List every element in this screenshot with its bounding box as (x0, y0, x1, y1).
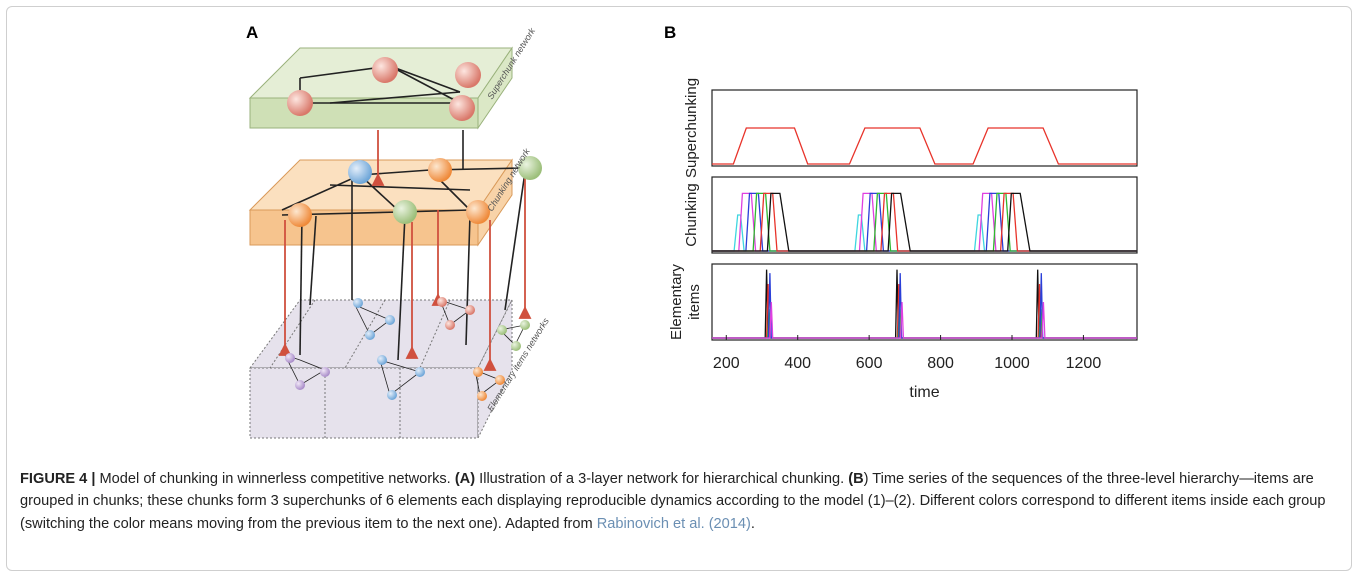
x-tick-label: 1200 (1066, 355, 1102, 372)
time-series-plots: Superchunking Chunking 200 400 600 800 1000 120… (668, 78, 1138, 401)
citation-link[interactable]: Rabinovich et al. (2014) (596, 515, 751, 532)
series-line (712, 309, 1137, 339)
x-axis-label: time (909, 384, 939, 401)
y-axis-label: Superchunking (683, 78, 700, 178)
caption-title: Model of chunking in winnerless competit… (99, 471, 451, 487)
series-line (712, 273, 1137, 339)
series-line (712, 301, 1137, 339)
caption-text: Illustration of a 3-layer network for hi… (479, 471, 845, 487)
panel-label: A (246, 23, 258, 42)
series-line (712, 283, 1137, 339)
caption-text: . (750, 515, 755, 532)
plot-frame (711, 263, 1138, 341)
red-projections (278, 130, 532, 371)
plot-frame (711, 89, 1138, 167)
y-axis-label: items (686, 284, 703, 320)
figure: A (246, 23, 1138, 439)
panel-ref: (A) (454, 471, 476, 487)
series-line (712, 192, 1137, 252)
figure-frame (6, 6, 1352, 571)
neurons (285, 57, 542, 401)
series-line (712, 269, 1137, 339)
plot-frame (711, 176, 1138, 254)
y-axis-label: Elementary (668, 264, 685, 340)
x-tick-label: 800 (927, 355, 954, 372)
caption-text: ) Time series of the sequences of the th… (20, 471, 1326, 532)
panel-label: B (664, 23, 676, 42)
x-tick-label: 600 (856, 355, 883, 372)
series-line (712, 127, 1137, 165)
panel-ref: (B (848, 471, 864, 487)
caption: FIGURE 4 | Model of chunking in winnerle… (20, 468, 1340, 535)
elementary-slab (249, 299, 513, 439)
series-line (712, 214, 1137, 252)
x-tick-label: 400 (784, 355, 811, 372)
figure-label: FIGURE 4 | (20, 471, 96, 487)
series-line (712, 192, 1137, 252)
y-axis-label: Chunking (683, 183, 700, 246)
x-tick-label: 200 (713, 355, 740, 372)
x-tick-label: 1000 (994, 355, 1030, 372)
